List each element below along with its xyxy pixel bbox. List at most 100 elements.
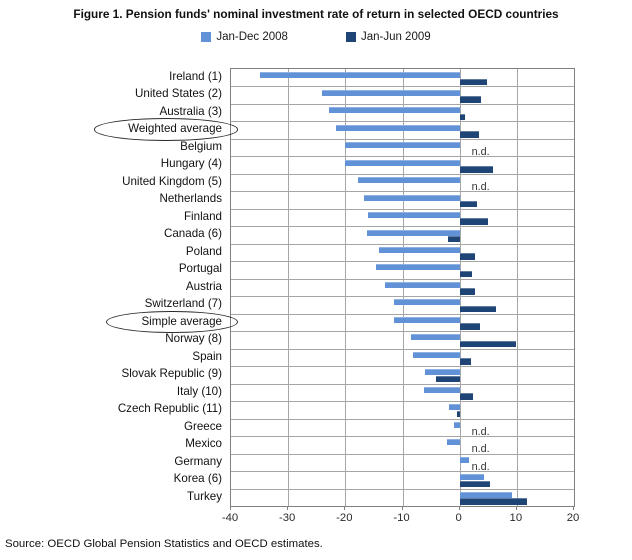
- bar-2008: [449, 404, 460, 411]
- bar-2009: [435, 375, 460, 383]
- bar-2008: [379, 247, 460, 253]
- x-tick-mark: [573, 506, 574, 510]
- bar-2008: [384, 281, 460, 288]
- bar-2009: [459, 200, 477, 208]
- x-tick-mark: [287, 506, 289, 510]
- bar-2008: [393, 316, 460, 323]
- row-label: Austria: [185, 279, 222, 293]
- row-label: Switzerland (7): [144, 297, 222, 311]
- horizontal-gridline: [231, 453, 574, 455]
- horizontal-gridline: [231, 208, 574, 210]
- bar-2009: [459, 253, 476, 260]
- horizontal-gridline: [231, 348, 574, 350]
- bar-2009: [459, 323, 480, 330]
- horizontal-gridline: [231, 383, 574, 385]
- horizontal-gridline: [231, 173, 574, 175]
- x-tick-label: -20: [336, 512, 353, 524]
- bar-2008: [345, 142, 460, 149]
- horizontal-gridline: [231, 436, 574, 438]
- horizontal-gridline: [231, 366, 574, 368]
- row-label: United States (2): [135, 87, 222, 101]
- row-label: Portugal: [178, 262, 222, 276]
- horizontal-gridline: [231, 401, 574, 403]
- horizontal-gridline: [231, 86, 574, 88]
- nd-label: n.d.: [471, 425, 490, 438]
- horizontal-gridline: [231, 103, 574, 105]
- vertical-gridline: [288, 69, 290, 506]
- bar-2008: [459, 474, 484, 481]
- bar-2009: [459, 131, 480, 138]
- bar-2009: [459, 113, 465, 121]
- x-tick-mark: [401, 506, 403, 510]
- horizontal-gridline: [231, 261, 574, 263]
- bar-2009: [459, 270, 472, 278]
- nd-label: n.d.: [471, 146, 490, 159]
- row-label: Italy (10): [176, 384, 222, 398]
- legend-label-2008: Jan-Dec 2008: [216, 31, 288, 43]
- bar-2008: [322, 89, 460, 96]
- row-label: Czech Republic (11): [117, 402, 222, 416]
- bar-2008: [447, 439, 460, 446]
- bar-2008: [459, 491, 513, 498]
- legend-swatch-2009: [345, 32, 356, 42]
- row-label: Greece: [183, 419, 222, 433]
- bar-2009: [459, 480, 490, 488]
- bar-2009: [459, 288, 475, 295]
- bar-2008: [259, 72, 460, 79]
- bar-2009: [459, 78, 488, 86]
- x-tick-mark: [458, 506, 460, 510]
- row-label: United Kingdom (5): [122, 174, 222, 188]
- x-tick-label: -10: [393, 512, 410, 524]
- bar-2009: [459, 166, 493, 173]
- x-tick-mark: [230, 506, 231, 510]
- bar-2008: [459, 456, 469, 463]
- bar-2008: [358, 177, 460, 184]
- row-label: Mexico: [185, 437, 222, 451]
- x-tick-label: 0: [455, 512, 462, 524]
- bar-2009: [459, 498, 527, 505]
- x-tick-mark: [515, 506, 517, 510]
- bar-2009: [456, 410, 460, 418]
- vertical-gridline: [345, 69, 347, 506]
- chart-legend: Jan-Dec 2008 Jan-Jun 2009: [0, 31, 632, 43]
- bar-2008: [345, 159, 460, 166]
- nd-label: n.d.: [471, 181, 490, 194]
- row-label: Canada (6): [163, 227, 222, 241]
- legend-item-2009: Jan-Jun 2009: [345, 31, 431, 43]
- row-label: Australia (3): [159, 104, 223, 118]
- bar-2008: [423, 386, 460, 393]
- bar-2008: [410, 334, 460, 341]
- horizontal-gridline: [231, 121, 574, 123]
- horizontal-gridline: [231, 471, 574, 473]
- row-label: Slovak Republic (9): [121, 367, 222, 381]
- circle-annotation: [94, 118, 238, 141]
- circle-annotation: [106, 310, 238, 334]
- bar-2008: [393, 299, 460, 306]
- vertical-gridline: [516, 69, 518, 506]
- row-label: Finland: [183, 209, 222, 223]
- bar-2009: [459, 305, 496, 313]
- horizontal-gridline: [231, 156, 574, 158]
- bar-2008: [329, 107, 460, 114]
- x-tick-label: -40: [221, 512, 239, 524]
- bar-2008: [425, 369, 460, 376]
- horizontal-gridline: [231, 191, 574, 193]
- x-tick-label: -30: [278, 512, 296, 524]
- horizontal-gridline: [231, 138, 574, 140]
- horizontal-gridline: [231, 296, 574, 298]
- bar-2009: [448, 235, 460, 243]
- bar-2009: [459, 358, 471, 365]
- horizontal-gridline: [231, 243, 574, 245]
- row-label: Ireland (1): [169, 70, 222, 83]
- horizontal-gridline: [231, 313, 574, 315]
- nd-label: n.d.: [471, 460, 490, 473]
- horizontal-gridline: [231, 488, 574, 490]
- row-label: Hungary (4): [160, 157, 222, 171]
- row-label: Poland: [185, 244, 222, 258]
- bar-2008: [336, 124, 460, 131]
- row-label: Korea (6): [173, 472, 222, 486]
- legend-item-2008: Jan-Dec 2008: [201, 31, 288, 43]
- legend-swatch-2008: [201, 32, 212, 42]
- plot-area: n.d. n.d. n.d. n.d. n.d.: [230, 68, 575, 507]
- row-label: Turkey: [186, 489, 222, 503]
